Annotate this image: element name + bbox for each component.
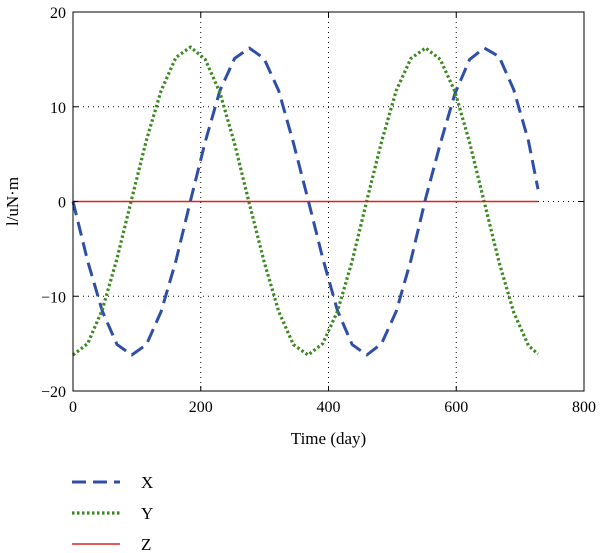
legend-label-x: X bbox=[141, 473, 153, 492]
legend-label-y: Y bbox=[141, 504, 153, 523]
ticks: 0 200 400 600 800 −20 −10 0 10 20 bbox=[41, 5, 596, 416]
series-x-line bbox=[71, 46, 540, 357]
legend-label-z: Z bbox=[141, 535, 151, 553]
x-tick-label: 400 bbox=[317, 399, 341, 416]
x-tick-label: 600 bbox=[444, 399, 468, 416]
x-axis-label: Time (day) bbox=[291, 429, 366, 448]
x-tick-label: 0 bbox=[69, 399, 77, 416]
y-tick-label: −20 bbox=[41, 384, 66, 401]
series-layer bbox=[71, 45, 540, 357]
x-tick-label: 800 bbox=[572, 399, 596, 416]
y-axis-label: l/uN·m bbox=[3, 177, 22, 226]
y-tick-label: −10 bbox=[41, 289, 66, 306]
y-tick-label: 20 bbox=[50, 5, 66, 22]
y-tick-label: 0 bbox=[58, 195, 66, 212]
y-tick-label: 10 bbox=[50, 100, 66, 117]
x-tick-label: 200 bbox=[189, 399, 213, 416]
legend: XYZ bbox=[72, 473, 153, 553]
